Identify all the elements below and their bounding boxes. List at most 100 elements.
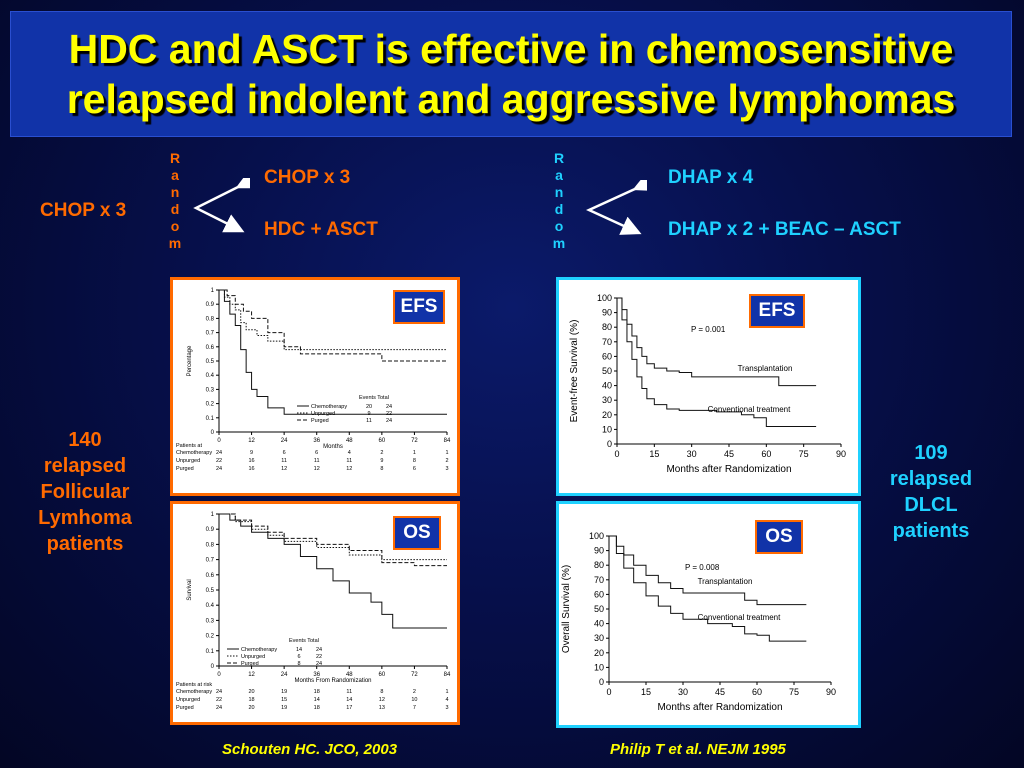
y-tick-label: 0.9 [206, 302, 215, 308]
y-tick-label: 0 [607, 439, 612, 449]
y-tick-label: 1 [211, 288, 215, 294]
risk-value: 3 [445, 705, 448, 711]
right-random-letter: d [554, 201, 564, 217]
x-tick-label: 48 [346, 438, 353, 444]
risk-value: 18 [249, 697, 255, 703]
efs-tag: EFS [749, 294, 805, 328]
risk-value: 1 [445, 450, 448, 456]
p-value-annotation: P = 0.001 [691, 325, 726, 334]
left-citation: Schouten HC. JCO, 2003 [222, 741, 398, 758]
risk-row-label: Purged [176, 466, 194, 472]
title-banner: HDC and ASCT is effective in chemosensit… [10, 11, 1012, 137]
series-line-purged [219, 513, 447, 567]
right-caption-line: DLCL [904, 494, 958, 516]
right-population-caption: 109 relapsed DLCL patients [868, 440, 994, 544]
risk-value: 12 [281, 466, 287, 472]
legend-label: Chemotherapy [241, 647, 277, 653]
y-tick-label: 20 [602, 410, 612, 420]
risk-value: 9 [380, 458, 383, 464]
y-tick-label: 0.2 [206, 634, 215, 640]
y-tick-label: 0.8 [206, 542, 215, 548]
y-tick-label: 50 [602, 366, 612, 376]
y-tick-label: 10 [594, 662, 604, 672]
x-tick-label: 45 [724, 449, 734, 459]
risk-value: 16 [249, 458, 255, 464]
right-os-panel: 0 10 20 30 40 50 60 70 80 90 100 0 15 30 45 60 75 90 Overa… [556, 501, 861, 728]
x-tick-label: 24 [281, 672, 288, 678]
risk-value: 22 [216, 697, 222, 703]
x-tick-label: 72 [411, 672, 418, 678]
left-caption-line: 140 [68, 429, 102, 451]
legend-header: Events Total [359, 395, 389, 401]
risk-value: 20 [249, 705, 255, 711]
left-caption-line: relapsed [43, 455, 127, 477]
right-efs-panel: 0 10 20 30 40 50 60 70 80 90 100 0 15 30 45 60 75 90 Event… [556, 277, 861, 496]
risk-value: 16 [249, 466, 255, 472]
x-tick-label: 60 [379, 672, 386, 678]
y-tick-label: 0.9 [206, 527, 215, 533]
x-axis-label: Months after Randomization [666, 464, 791, 475]
series-line-conventional-treatment [617, 297, 817, 427]
left-efs-panel: 0 0.1 0.2 0.3 0.4 0.5 0.6 0.7 0.8 0.9 1 0 12 24 36 48 60… [170, 277, 460, 496]
risk-row-label: Chemotherapy [176, 689, 212, 695]
left-random-letter: n [170, 184, 180, 200]
y-tick-label: 50 [594, 604, 604, 614]
y-axis-label: Event-free Survival (%) [569, 320, 580, 423]
legend-total: 24 [386, 418, 392, 424]
x-tick-label: 36 [313, 438, 320, 444]
y-tick-label: 40 [594, 619, 604, 629]
y-tick-label: 0.1 [206, 649, 215, 655]
y-tick-label: 80 [594, 560, 604, 570]
right-arm2-label: DHAP x 2 + BEAC – ASCT [668, 219, 901, 240]
x-tick-label: 30 [678, 687, 688, 697]
risk-value: 4 [445, 697, 448, 703]
risk-value: 2 [380, 450, 383, 456]
x-tick-label: 90 [836, 449, 846, 459]
series-line-transplantation [609, 535, 807, 606]
left-os-panel: 0 0.1 0.2 0.3 0.4 0.5 0.6 0.7 0.8 0.9 1 0 12 24 36 48 60… [170, 501, 460, 725]
y-tick-label: 70 [594, 575, 604, 585]
left-random-letter: d [170, 201, 180, 217]
series-label: Conventional treatment [708, 405, 791, 414]
risk-value: 19 [281, 689, 287, 695]
risk-value: 11 [346, 689, 352, 695]
legend-header: Events Total [289, 638, 319, 644]
risk-value: 8 [380, 466, 383, 472]
y-tick-label: 20 [594, 648, 604, 658]
risk-value: 19 [281, 705, 287, 711]
risk-value: 12 [379, 697, 385, 703]
risk-value: 2 [445, 458, 448, 464]
left-caption-line: patients [46, 533, 124, 555]
left-induction-label: CHOP x 3 [40, 200, 127, 221]
right-caption-line: relapsed [889, 468, 973, 490]
risk-value: 12 [346, 466, 352, 472]
right-random-letter: R [553, 150, 565, 166]
y-tick-label: 0.7 [206, 558, 215, 564]
y-tick-label: 90 [594, 546, 604, 556]
risk-value: 9 [250, 450, 253, 456]
legend-label: Purged [241, 661, 259, 667]
y-tick-label: 80 [602, 322, 612, 332]
y-tick-label: 100 [597, 293, 612, 303]
x-tick-label: 84 [444, 438, 451, 444]
risk-value: 24 [216, 450, 222, 456]
title-line-1: HDC and ASCT is effective in chemosensit… [68, 26, 954, 72]
series-label: Conventional treatment [698, 613, 781, 622]
x-tick-label: 75 [799, 449, 809, 459]
risk-row-label: Unpurged [176, 458, 200, 464]
risk-value: 14 [314, 697, 320, 703]
title-line-2: relapsed indolent and aggressive lymphom… [66, 76, 956, 122]
x-tick-label: 90 [826, 687, 836, 697]
x-tick-label: 60 [379, 438, 386, 444]
risk-value: 14 [346, 697, 352, 703]
y-tick-label: 30 [602, 395, 612, 405]
y-axis-label: Survival [187, 579, 193, 600]
x-tick-label: 48 [346, 672, 353, 678]
legend-label: Purged [311, 418, 329, 424]
x-tick-label: 0 [606, 687, 611, 697]
x-tick-label: 60 [761, 449, 771, 459]
risk-value: 24 [216, 689, 222, 695]
risk-value: 1 [413, 450, 416, 456]
risk-value: 2 [413, 689, 416, 695]
risk-value: 20 [249, 689, 255, 695]
